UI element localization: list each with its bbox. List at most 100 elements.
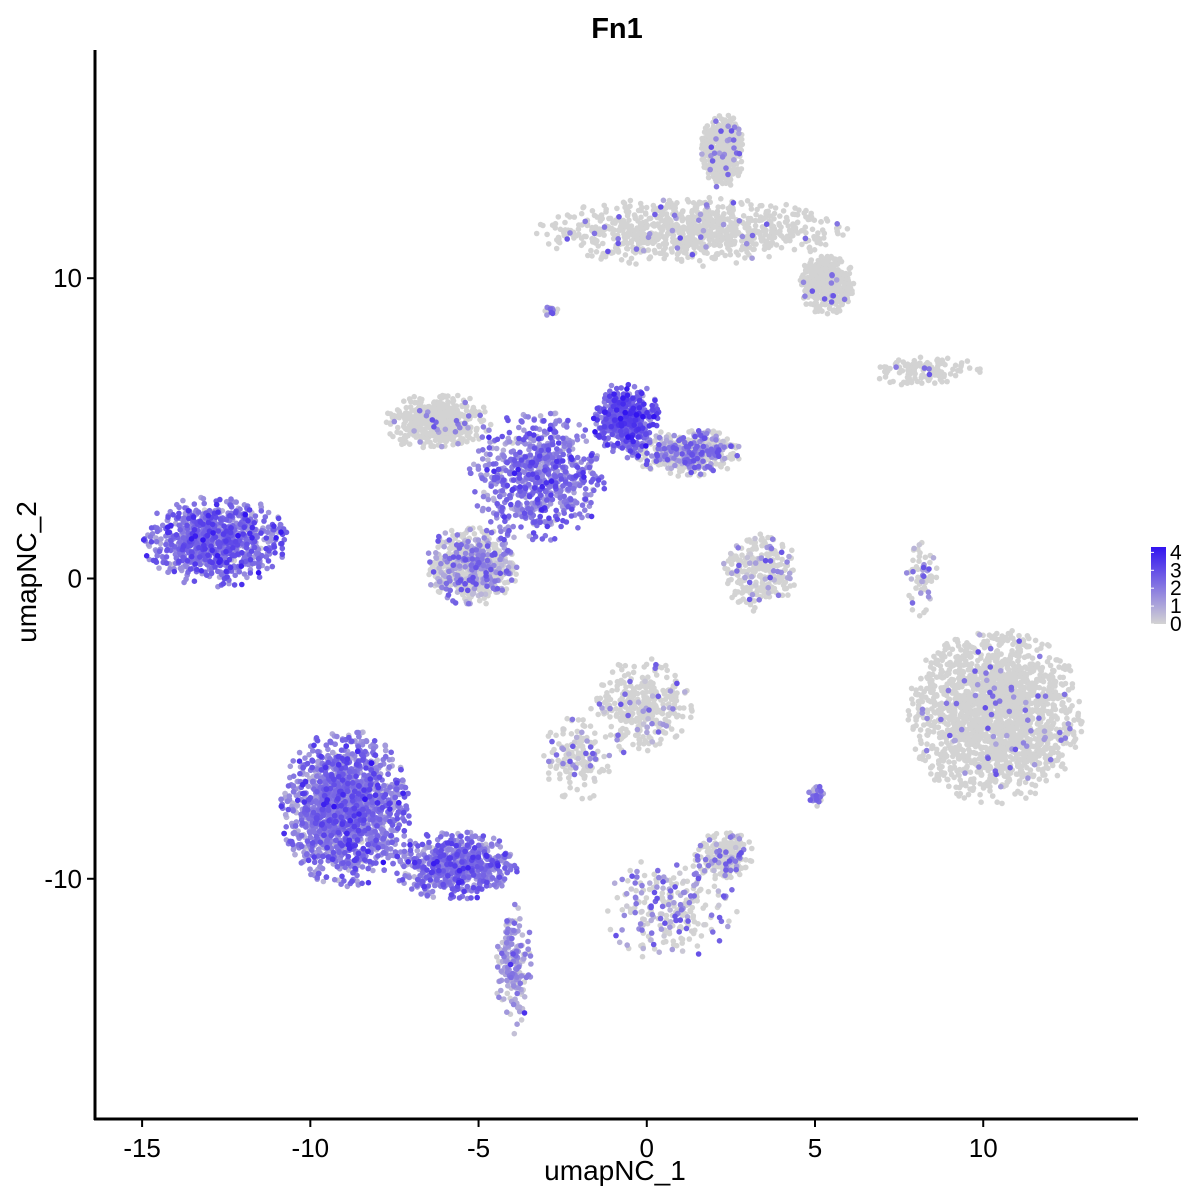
cell-point bbox=[962, 648, 969, 655]
cell-point bbox=[780, 208, 787, 214]
cell-point bbox=[1067, 741, 1074, 748]
cell-point bbox=[483, 600, 489, 607]
cell-point bbox=[900, 379, 907, 386]
cell-point bbox=[824, 218, 831, 224]
cell-point bbox=[406, 441, 413, 448]
cell-point bbox=[956, 784, 963, 791]
cell-point bbox=[914, 378, 921, 385]
cell-point bbox=[693, 205, 700, 211]
cell-point bbox=[426, 403, 432, 410]
cell-point bbox=[987, 775, 993, 782]
cell-point bbox=[545, 241, 552, 247]
cell-point bbox=[480, 417, 487, 424]
cell-point bbox=[808, 214, 815, 220]
cell-point bbox=[411, 393, 418, 400]
cell-point bbox=[794, 219, 801, 226]
cell-point bbox=[806, 244, 813, 251]
cell-point bbox=[1071, 717, 1077, 723]
cell-point bbox=[738, 246, 745, 253]
cell-point bbox=[450, 396, 456, 402]
cell-point bbox=[750, 241, 757, 247]
cell-point bbox=[777, 213, 783, 219]
cell-point bbox=[405, 412, 411, 419]
cell-point bbox=[977, 366, 983, 372]
cell-point bbox=[450, 404, 457, 411]
cell-point bbox=[624, 245, 630, 252]
cell-point bbox=[785, 592, 791, 598]
cell-point bbox=[635, 207, 642, 214]
cell-point bbox=[724, 465, 731, 472]
cell-point bbox=[396, 408, 402, 415]
cell-point bbox=[404, 426, 410, 433]
cell-point bbox=[726, 225, 732, 232]
cell-point bbox=[1024, 665, 1030, 672]
cell-point bbox=[585, 252, 591, 259]
cell-point bbox=[844, 226, 851, 232]
cell-point bbox=[701, 164, 707, 170]
cell-point bbox=[737, 598, 743, 604]
cell-point bbox=[634, 225, 640, 231]
cell-point bbox=[689, 235, 696, 241]
cell-point bbox=[987, 788, 993, 794]
cell-point bbox=[1041, 746, 1048, 752]
cell-point bbox=[1039, 641, 1045, 648]
cell-point bbox=[933, 674, 940, 680]
cell-point bbox=[1047, 662, 1054, 669]
cell-point bbox=[638, 240, 644, 246]
cell-point bbox=[390, 433, 396, 440]
cell-point bbox=[602, 253, 609, 260]
cell-point bbox=[789, 547, 795, 554]
cell-point bbox=[1032, 790, 1039, 797]
cell-point bbox=[540, 222, 546, 229]
cell-point bbox=[1069, 681, 1076, 687]
cell-point bbox=[756, 565, 762, 572]
cell-point bbox=[931, 702, 938, 709]
cell-point bbox=[646, 255, 652, 262]
cell-point bbox=[578, 210, 585, 217]
cell-point bbox=[1064, 715, 1070, 722]
cell-point bbox=[952, 372, 959, 379]
cell-point bbox=[1004, 665, 1011, 671]
cell-point bbox=[1050, 720, 1057, 726]
cell-point bbox=[1062, 766, 1068, 772]
cell-point bbox=[455, 392, 461, 399]
cell-point bbox=[934, 366, 940, 372]
cell-point bbox=[622, 231, 628, 238]
cell-point bbox=[767, 240, 774, 246]
cell-point bbox=[778, 233, 785, 239]
cell-point bbox=[837, 287, 844, 293]
cell-point bbox=[912, 746, 919, 752]
cell-point bbox=[1071, 737, 1078, 744]
cell-point bbox=[768, 203, 774, 209]
cell-point bbox=[562, 227, 569, 233]
cell-point bbox=[556, 239, 563, 246]
cell-point bbox=[448, 527, 455, 534]
cell-point bbox=[919, 698, 926, 705]
cell-point bbox=[653, 233, 659, 240]
cell-point bbox=[952, 362, 959, 369]
cell-point bbox=[1059, 761, 1066, 767]
cell-point bbox=[1024, 633, 1031, 639]
cell-point bbox=[917, 354, 924, 361]
cell-point bbox=[762, 567, 769, 573]
cell-point bbox=[1041, 686, 1047, 692]
cell-point bbox=[394, 429, 400, 436]
cell-point bbox=[684, 235, 691, 241]
cell-point bbox=[1061, 663, 1068, 669]
cell-point bbox=[402, 418, 409, 424]
cell-point bbox=[722, 252, 728, 259]
cell-point bbox=[446, 545, 453, 552]
cell-point bbox=[678, 258, 685, 265]
cell-point bbox=[476, 597, 483, 604]
cell-point bbox=[1002, 634, 1009, 641]
cell-point bbox=[779, 541, 786, 548]
cell-point bbox=[987, 765, 994, 771]
cell-point bbox=[416, 416, 423, 423]
cell-point bbox=[787, 237, 793, 244]
cell-point bbox=[1030, 773, 1036, 780]
cell-point bbox=[761, 215, 768, 221]
cell-point bbox=[790, 224, 797, 231]
cell-point bbox=[708, 131, 715, 138]
cell-point bbox=[919, 692, 925, 698]
cell-point bbox=[1072, 744, 1079, 750]
